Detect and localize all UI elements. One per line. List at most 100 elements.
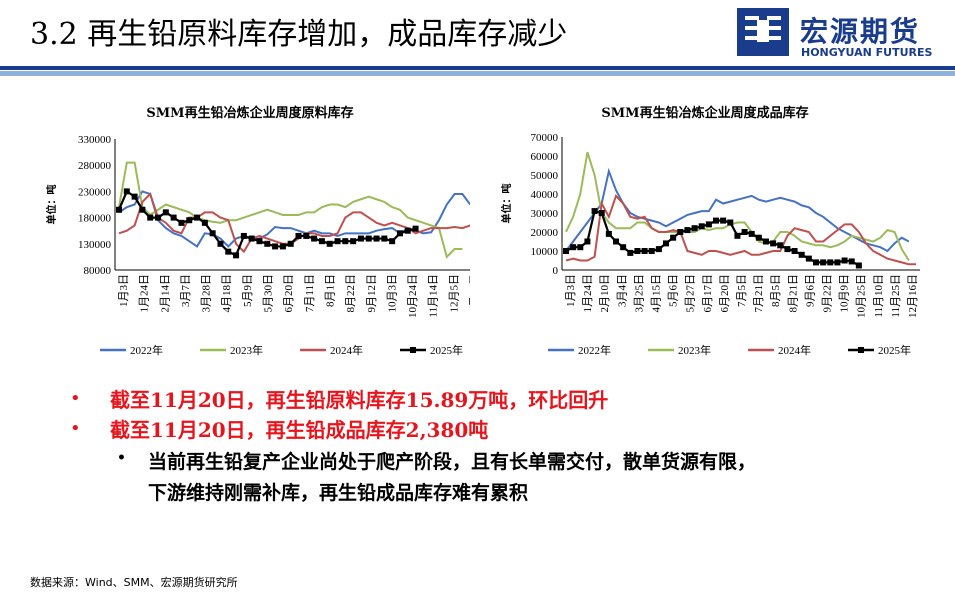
- data-point-2025: [194, 214, 201, 221]
- y-tick-label: 330000: [78, 134, 112, 146]
- logo-name-cn: 宏源期货: [800, 15, 921, 48]
- legend-label-2023: 2023年: [678, 343, 711, 357]
- legend-marker-2025: [858, 347, 864, 353]
- data-point-2025: [720, 217, 727, 224]
- sub-bullet-dot: •: [117, 450, 126, 466]
- data-point-2025: [295, 232, 302, 239]
- data-point-2025: [326, 240, 333, 247]
- x-tick-label: 1月3日: [118, 274, 130, 307]
- x-tick-label: 4月18日: [221, 274, 233, 313]
- data-point-2025: [627, 249, 634, 256]
- data-point-2025: [131, 193, 138, 200]
- data-point-2025: [404, 227, 411, 234]
- legend-marker-2025: [410, 347, 416, 353]
- y-tick-label: 80000: [84, 265, 112, 277]
- page-title: 3.2 再生铅原料库存增加，成品库存减少: [30, 17, 568, 52]
- series-line-2025: [565, 209, 860, 267]
- data-point-2025: [396, 230, 403, 237]
- x-tick-label: 12月16日: [907, 274, 919, 318]
- data-point-2025: [705, 221, 712, 228]
- logo-name-en: HONGYUAN FUTURES: [801, 46, 933, 59]
- data-point-2025: [381, 235, 388, 242]
- bullet-dot: •: [70, 388, 81, 409]
- y-tick-label: 0: [553, 265, 559, 277]
- data-point-2025: [357, 235, 364, 242]
- y-tick-label: 40000: [531, 189, 559, 201]
- data-point-2025: [155, 214, 162, 221]
- x-tick-label: 8月1日: [324, 274, 336, 307]
- data-point-2025: [577, 244, 584, 251]
- finished-goods-inventory-chart: SMM再生铅冶炼企业周度成品库存 70000 60000 50000 40000 3000…: [480, 95, 940, 365]
- data-point-2025: [570, 244, 577, 251]
- data-point-2025: [389, 238, 396, 245]
- data-point-2025: [677, 229, 684, 235]
- data-point-2025: [634, 248, 641, 254]
- data-point-2025: [748, 230, 755, 237]
- data-point-2025: [648, 248, 655, 254]
- data-point-2025: [342, 238, 349, 245]
- data-point-2025: [240, 232, 247, 239]
- data-point-2025: [318, 238, 325, 245]
- y-tick-label: 130000: [78, 239, 112, 251]
- legend-label-2024: 2024年: [778, 343, 811, 357]
- series-line-2023: [118, 161, 463, 259]
- x-tick-label: 7月21日: [753, 274, 765, 313]
- data-point-2025: [170, 214, 177, 221]
- header-rule: [0, 66, 955, 76]
- data-point-2025: [670, 234, 677, 241]
- data-point-2025: [698, 223, 705, 230]
- data-point-2025: [813, 259, 819, 266]
- data-point-2025: [256, 238, 263, 245]
- data-point-2025: [209, 230, 216, 237]
- x-tick-label: 12月5日: [448, 274, 460, 313]
- data-point-2025: [763, 238, 769, 245]
- chart-title: SMM再生铅冶炼企业周度原料库存: [146, 105, 353, 121]
- legend-label-2024: 2024年: [330, 343, 363, 357]
- y-tick-label: 30000: [531, 208, 559, 220]
- chart-title: SMM再生铅冶炼企业周度成品库存: [601, 105, 808, 121]
- data-point-2025: [147, 214, 154, 221]
- x-tick-label: 6月20日: [719, 274, 731, 313]
- x-tick-label: 10月24日: [407, 274, 419, 318]
- sub-bullet-line1: 当前再生铅复产企业尚处于爬产阶段，且有长单需交付，散单货源有限，: [148, 451, 757, 473]
- bullet-raw-material: 截至11月20日，再生铅原料库存15.89万吨，环比回升: [110, 388, 609, 412]
- x-tick-label: 1月24日: [582, 274, 594, 313]
- legend-label-2022: 2022年: [578, 343, 611, 357]
- x-tick-label: 4月15日: [651, 274, 663, 313]
- data-point-2025: [727, 219, 734, 226]
- x-tick-label: 11月10日: [873, 274, 885, 318]
- data-point-2025: [123, 188, 130, 195]
- data-point-2025: [820, 259, 827, 266]
- data-point-2025: [755, 234, 762, 241]
- data-point-2025: [613, 238, 619, 245]
- data-point-2025: [272, 243, 279, 250]
- data-point-2025: [791, 248, 798, 254]
- data-point-2025: [834, 259, 841, 266]
- data-point-2025: [334, 238, 341, 245]
- data-point-2025: [563, 248, 569, 254]
- x-tick-label: 3月7日: [180, 274, 192, 307]
- sub-bullet-line2: 下游维持刚需补库，再生铅成品库存难有累积: [148, 482, 529, 504]
- data-point-2025: [412, 225, 419, 232]
- data-point-2025: [311, 235, 318, 242]
- data-point-2025: [741, 229, 748, 235]
- x-tick-label: 7月5日: [736, 274, 748, 307]
- y-tick-label: 70000: [531, 132, 559, 144]
- legend-label-2023: 2023年: [230, 343, 263, 357]
- data-point-2025: [855, 262, 862, 269]
- legend-label-2025: 2025年: [878, 343, 911, 357]
- data-point-2025: [713, 217, 719, 224]
- data-point-2025: [365, 235, 372, 242]
- x-tick-label: 10月9日: [839, 274, 851, 313]
- y-tick-label: 10000: [531, 246, 559, 258]
- x-tick-label: 5月27日: [685, 274, 697, 313]
- x-tick-label: 7月11日: [304, 274, 316, 312]
- data-point-2025: [691, 225, 698, 232]
- x-tick-label: 5月9日: [242, 274, 254, 307]
- data-point-2025: [805, 255, 812, 262]
- bullet-finished-goods: 截至11月20日，再生铅成品库存2,380吨: [110, 418, 489, 442]
- x-tick-label: 9月22日: [822, 274, 834, 313]
- legend-label-2022: 2022年: [130, 343, 163, 357]
- data-point-2025: [848, 258, 855, 265]
- x-tick-label: 2月10日: [599, 274, 611, 313]
